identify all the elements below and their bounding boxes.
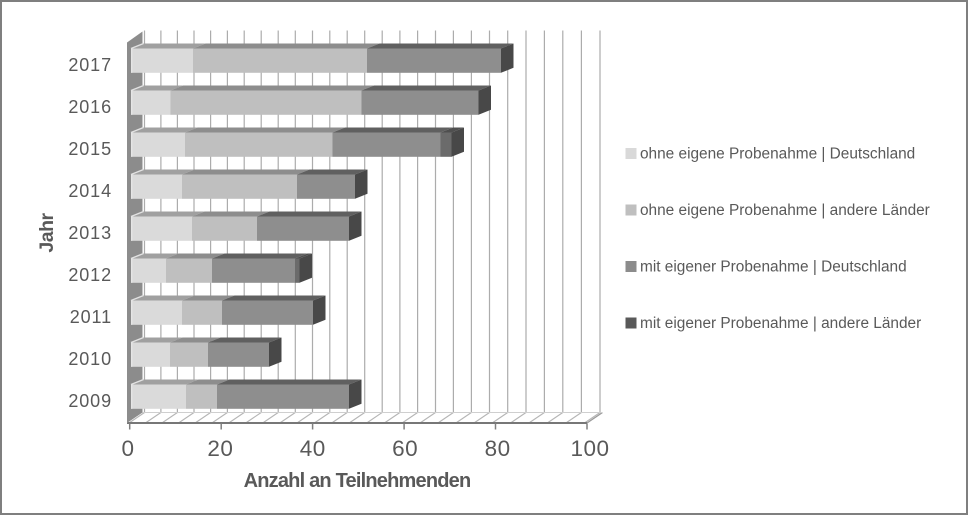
svg-text:2009: 2009 (68, 391, 112, 411)
svg-text:2010: 2010 (68, 349, 112, 369)
svg-text:2011: 2011 (70, 307, 112, 327)
svg-text:Jahr: Jahr (36, 213, 58, 253)
svg-text:40: 40 (300, 436, 326, 461)
svg-text:80: 80 (485, 436, 511, 461)
svg-text:2016: 2016 (68, 97, 112, 117)
svg-text:2013: 2013 (68, 223, 112, 243)
svg-text:0: 0 (121, 436, 134, 461)
svg-text:100: 100 (570, 436, 609, 461)
svg-text:2017: 2017 (68, 55, 112, 75)
svg-text:20: 20 (207, 436, 233, 461)
svg-text:2014: 2014 (68, 181, 112, 201)
svg-text:Anzahl an Teilnehmenden: Anzahl an Teilnehmenden (244, 470, 471, 492)
svg-text:mit eigener Probenahme | Deuts: mit eigener Probenahme | Deutschland (640, 259, 907, 276)
svg-text:60: 60 (392, 436, 418, 461)
svg-text:mit eigener Probenahme | ander: mit eigener Probenahme | andere Länder (640, 315, 921, 332)
svg-text:ohne eigene Probenahme | Deuts: ohne eigene Probenahme | Deutschland (640, 146, 915, 163)
svg-text:2012: 2012 (68, 265, 112, 285)
svg-text:ohne eigene Probenahme | ander: ohne eigene Probenahme | andere Länder (640, 202, 930, 219)
svg-text:2015: 2015 (68, 139, 112, 159)
